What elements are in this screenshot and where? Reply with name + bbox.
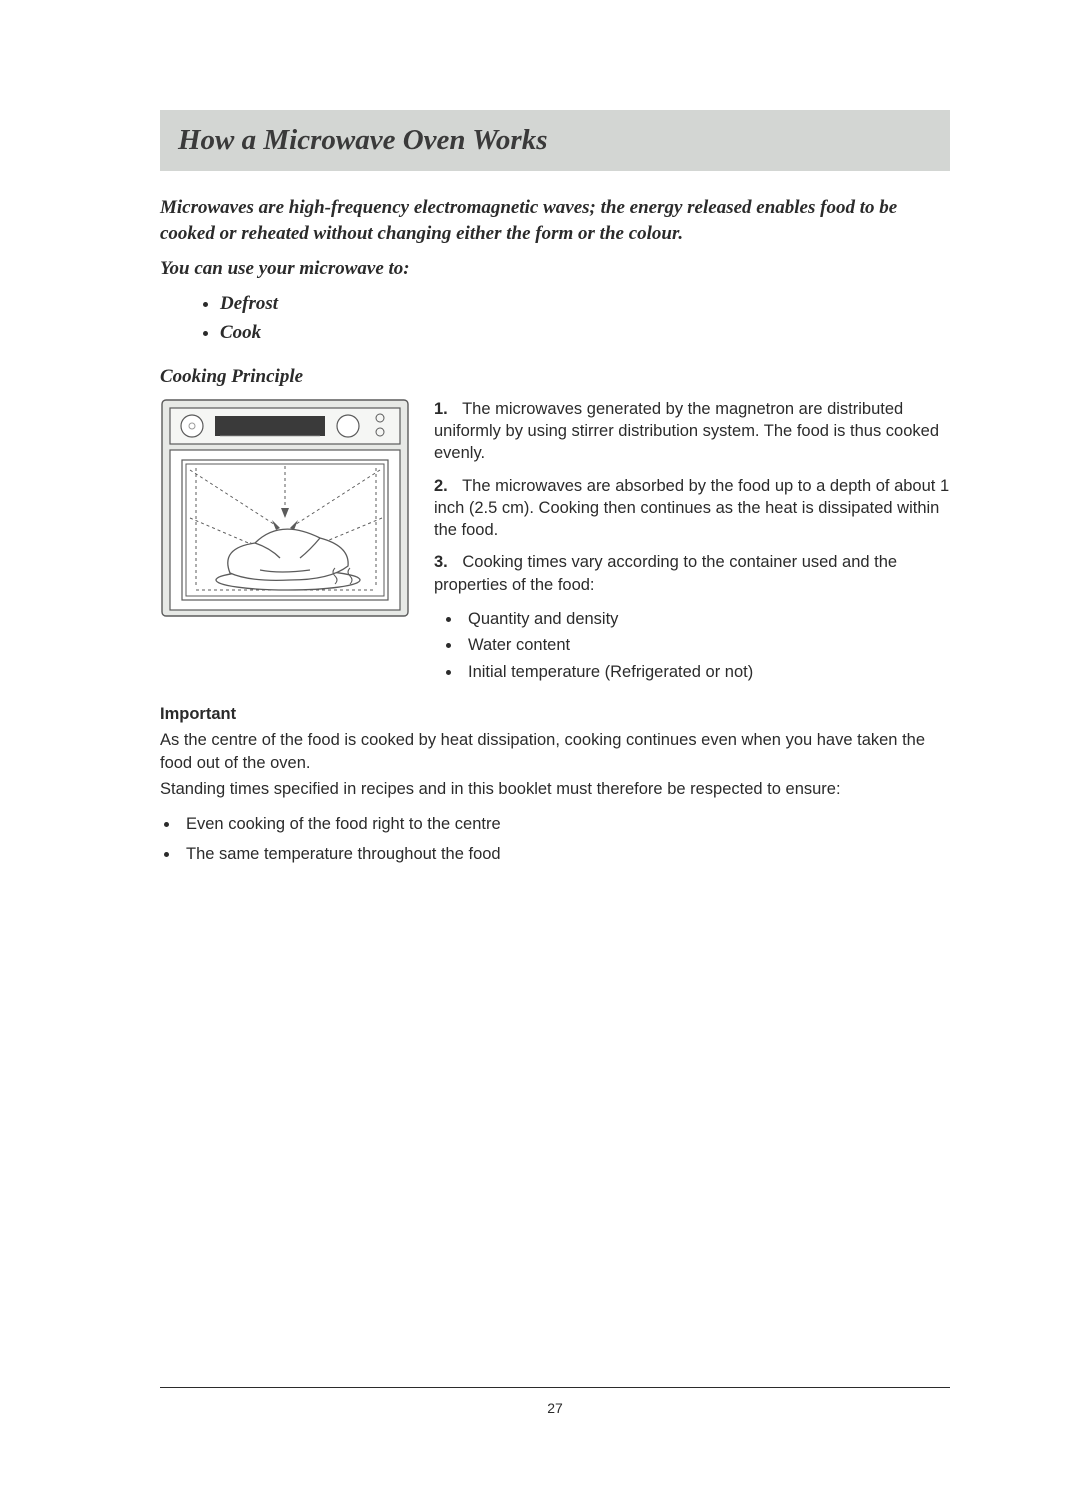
section-heading: Cooking Principle — [160, 366, 950, 388]
ensure-list: Even cooking of the food right to the ce… — [180, 810, 950, 869]
microwave-diagram — [160, 398, 410, 623]
use-item: Cook — [220, 318, 950, 347]
document-page: How a Microwave Oven Works Microwaves ar… — [0, 0, 1080, 1486]
item-number: 1. — [434, 400, 448, 418]
ensure-item: Even cooking of the food right to the ce… — [180, 810, 950, 840]
title-bar: How a Microwave Oven Works — [160, 110, 950, 171]
principle-row: 1. The microwaves generated by the magne… — [160, 398, 950, 685]
uses-list: Defrost Cook — [220, 289, 950, 348]
factor-item: Water content — [462, 632, 950, 658]
numbered-item: 3. Cooking times vary according to the c… — [434, 551, 950, 596]
important-block: Important As the centre of the food is c… — [160, 703, 950, 869]
page-footer: 27 — [160, 1387, 950, 1416]
item-text: The microwaves are absorbed by the food … — [434, 477, 949, 540]
ensure-item: The same temperature throughout the food — [180, 840, 950, 870]
item-text: The microwaves generated by the magnetro… — [434, 400, 939, 463]
factor-item: Quantity and density — [462, 606, 950, 632]
factor-item: Initial temperature (Refrigerated or not… — [462, 659, 950, 685]
page-number: 27 — [547, 1400, 563, 1416]
use-item: Defrost — [220, 289, 950, 318]
numbered-item: 2. The microwaves are absorbed by the fo… — [434, 475, 950, 542]
important-heading: Important — [160, 703, 950, 725]
diagram-svg — [160, 398, 410, 618]
item-text: Cooking times vary according to the cont… — [434, 553, 897, 593]
factors-list: Quantity and density Water content Initi… — [462, 606, 950, 685]
intro-sub: You can use your microwave to: — [160, 256, 950, 283]
intro-paragraph: Microwaves are high-frequency electromag… — [160, 195, 950, 246]
numbered-item: 1. The microwaves generated by the magne… — [434, 398, 950, 465]
item-number: 3. — [434, 553, 448, 571]
page-title: How a Microwave Oven Works — [178, 124, 932, 157]
important-p2: Standing times specified in recipes and … — [160, 778, 950, 800]
principle-text: 1. The microwaves generated by the magne… — [434, 398, 950, 685]
important-p1: As the centre of the food is cooked by h… — [160, 729, 950, 774]
item-number: 2. — [434, 477, 448, 495]
